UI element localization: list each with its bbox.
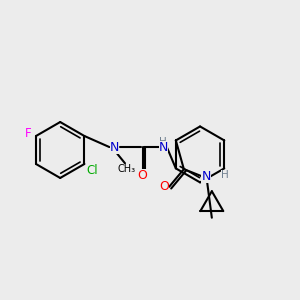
Text: CH₃: CH₃: [117, 164, 136, 173]
Text: N: N: [201, 170, 211, 183]
Text: O: O: [159, 180, 169, 193]
Text: Cl: Cl: [87, 164, 98, 177]
Text: N: N: [110, 141, 119, 154]
Text: F: F: [25, 127, 32, 140]
Text: N: N: [159, 141, 168, 154]
Text: H: H: [159, 137, 167, 147]
Text: O: O: [138, 169, 148, 182]
Text: H: H: [221, 170, 229, 180]
